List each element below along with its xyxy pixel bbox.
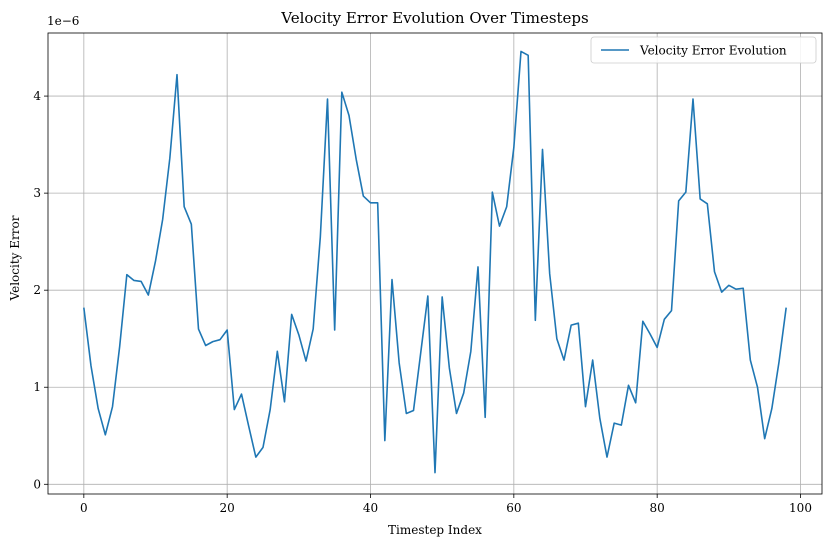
y-tick-label: 4 [33,89,41,103]
x-tick-label: 100 [789,501,812,515]
legend-entry-label: Velocity Error Evolution [639,44,787,58]
chart-title: Velocity Error Evolution Over Timesteps [280,9,588,27]
y-tick-label: 1 [33,380,41,394]
x-tick-label: 40 [363,501,378,515]
series-line-layer [83,50,787,474]
y-axis-label: Velocity Error [8,215,22,301]
x-axis-label: Timestep Index [388,523,482,537]
x-tick-label: 60 [506,501,521,515]
y-ticks: 0 1 2 3 4 [33,89,48,491]
x-ticks: 0 20 40 60 80 100 [80,494,812,515]
y-tick-label: 2 [33,283,41,297]
y-tick-label: 0 [33,477,41,491]
y-tick-label: 3 [33,186,41,200]
x-tick-label: 20 [220,501,235,515]
x-tick-label: 0 [80,501,88,515]
plot-frame [47,32,823,495]
legend-box [590,36,817,64]
grid [48,33,822,494]
y-axis-offset-label: 1e−6 [47,14,79,28]
x-tick-label: 80 [650,501,665,515]
legend: Velocity Error Evolution [590,36,817,64]
